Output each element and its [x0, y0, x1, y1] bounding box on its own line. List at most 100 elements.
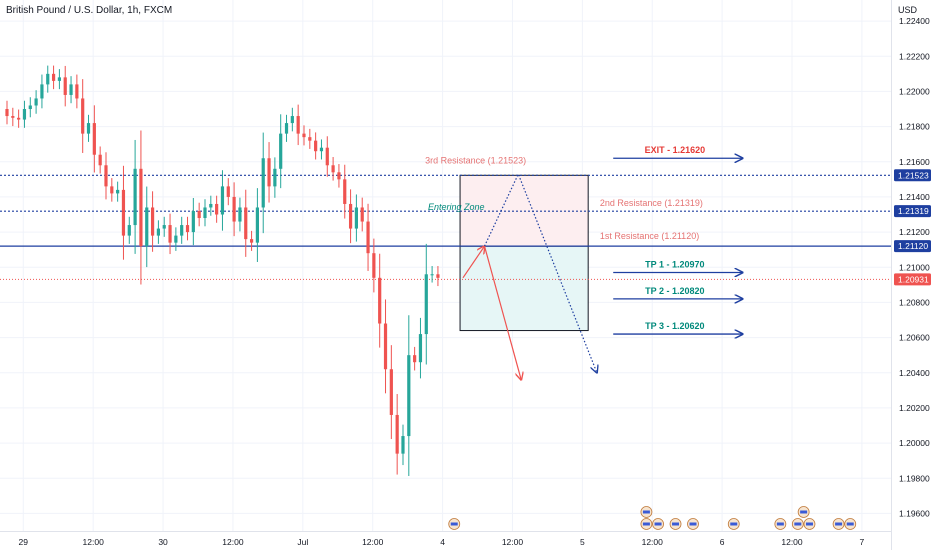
event-flag-stripe	[642, 510, 650, 514]
price-tick-label: 1.22400	[899, 16, 930, 26]
price-tick-label: 1.22200	[899, 51, 930, 61]
price-axis[interactable]: 1.22400 1.22200 1.22000 1.21800 1.21600 1.214…	[894, 16, 931, 518]
price-tick-label: 1.20000	[899, 438, 930, 448]
candle-body	[162, 225, 166, 229]
candle-body	[418, 334, 423, 363]
candle-body	[325, 147, 329, 166]
price-tick-label: 1.21600	[899, 157, 930, 167]
time-tick-label: 4	[440, 537, 445, 547]
candle-body	[314, 140, 318, 152]
candle-body	[413, 355, 417, 363]
candle-body	[244, 207, 248, 240]
candle-body	[296, 116, 300, 134]
price-badge-label: 1.20931	[898, 274, 929, 284]
candle-body	[180, 225, 184, 236]
entry-arrow	[462, 246, 485, 279]
candle-body	[424, 274, 428, 335]
symbol-title: British Pound / U.S. Dollar, 1h, FXCM	[6, 5, 173, 16]
candle-body	[22, 109, 27, 120]
price-tick-label: 1.21800	[899, 122, 930, 132]
target-label: EXIT - 1.21620	[645, 145, 706, 155]
candle-body	[203, 207, 207, 219]
event-flag-stripe	[794, 522, 802, 526]
candle-body	[197, 210, 201, 219]
candle-body	[249, 239, 254, 243]
candle-body	[220, 186, 225, 215]
candle-body	[28, 105, 32, 110]
candle-body	[261, 158, 265, 208]
grid-layer	[0, 0, 891, 531]
candle-body	[290, 116, 294, 124]
candle-body	[232, 196, 236, 222]
target-label: TP 1 - 1.20970	[645, 260, 704, 270]
target-label: TP 3 - 1.20620	[645, 321, 704, 331]
time-axis-border	[0, 531, 891, 532]
drop-arrow	[483, 246, 522, 380]
time-tick-label: Jul	[297, 537, 308, 547]
candle-body	[92, 123, 96, 155]
time-tick-label: 12:00	[642, 537, 664, 547]
lower-box	[459, 245, 589, 332]
candle-body	[185, 225, 190, 233]
time-tick-label: 12:00	[502, 537, 524, 547]
candle-body	[308, 137, 312, 141]
candle-body	[337, 172, 341, 180]
candle-body	[407, 355, 411, 437]
event-flag-stripe	[654, 522, 662, 526]
candle-body	[51, 73, 56, 81]
candle-body	[34, 98, 38, 106]
candle-body	[430, 274, 434, 276]
candle-body	[383, 323, 388, 370]
candle-body	[174, 235, 178, 243]
candle-body	[331, 165, 335, 173]
candle-body	[104, 165, 108, 187]
candle-body	[17, 117, 21, 120]
candle-body	[378, 277, 382, 324]
time-tick-label: 29	[19, 537, 29, 547]
candle-body	[319, 147, 324, 152]
event-flag-stripe	[846, 522, 854, 526]
candle-body	[75, 84, 79, 99]
time-tick-label: 5	[580, 537, 585, 547]
candle-body	[348, 203, 353, 229]
event-flag-stripe	[800, 510, 808, 514]
candle-body	[86, 123, 91, 134]
price-tick-label: 1.19600	[899, 508, 930, 518]
projection-paths-layer	[462, 172, 597, 380]
candle-body	[121, 189, 126, 236]
event-flag-stripe	[672, 522, 680, 526]
candle-body	[255, 207, 259, 243]
candle-body	[110, 186, 114, 194]
candle-body	[389, 369, 393, 415]
candle-body	[127, 225, 131, 236]
time-tick-label: 30	[158, 537, 168, 547]
candle-body	[401, 436, 405, 454]
price-badge-label: 1.21523	[898, 170, 929, 180]
candle-body	[226, 186, 230, 197]
event-markers[interactable]	[448, 506, 857, 530]
candle-body	[5, 109, 9, 117]
candle-body	[395, 414, 399, 454]
candles-layer[interactable]	[5, 65, 440, 476]
candle-body	[191, 210, 195, 233]
price-badge-label: 1.21319	[898, 206, 929, 216]
price-tick-label: 1.22000	[899, 86, 930, 96]
candle-body	[366, 221, 370, 254]
candle-body	[156, 228, 160, 236]
time-tick-label: 12:00	[222, 537, 244, 547]
time-tick-label: 12:00	[362, 537, 384, 547]
price-badge-label: 1.21120	[898, 241, 928, 251]
candle-body	[46, 73, 50, 85]
event-flag-stripe	[689, 522, 697, 526]
time-axis[interactable]: 29 12:00 30 12:00 Jul 12:00 4 12:00 5 12:00 6 12:00…	[19, 537, 865, 547]
price-axis-border	[891, 0, 892, 550]
candle-body	[238, 207, 242, 222]
candle-body	[69, 84, 73, 95]
candle-body	[273, 168, 277, 187]
candle-body	[360, 207, 364, 222]
candle-body	[63, 77, 67, 95]
level-label: 3rd Resistance (1.21523)	[425, 155, 526, 165]
candle-body	[209, 203, 213, 208]
event-flag-stripe	[730, 522, 738, 526]
